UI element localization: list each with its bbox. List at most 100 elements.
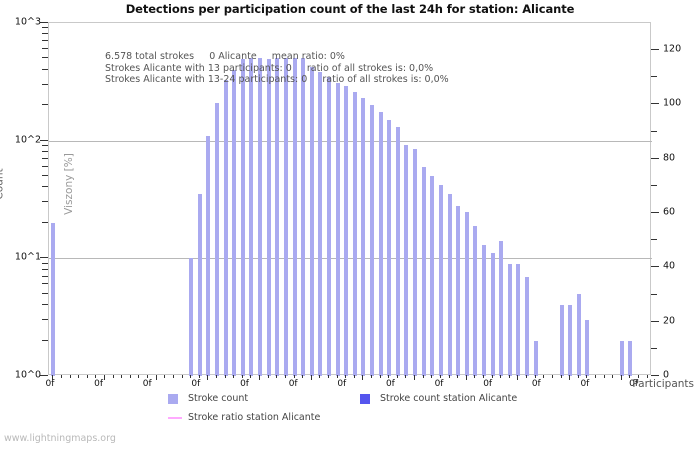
x-axis-tick-label: 0f (288, 379, 298, 389)
x-axis-tick-minor (560, 375, 562, 378)
y-axis-right-tick-minor (651, 347, 657, 349)
bar (413, 148, 418, 376)
bar (301, 58, 306, 376)
bars-layer (49, 23, 652, 376)
x-axis-tick-major (103, 375, 105, 380)
x-axis-tick-minor (284, 375, 286, 378)
bar (258, 58, 263, 376)
y-axis-left-tick-label: 10^3 (14, 16, 41, 28)
x-axis-tick-minor (172, 375, 174, 378)
x-axis-tick-minor (250, 375, 252, 378)
y-axis-right-tick-label: 60 (663, 206, 676, 218)
x-axis-tick-minor (483, 375, 485, 378)
x-axis-tick-major (569, 375, 571, 380)
bar (309, 67, 314, 376)
watermark: www.lightningmaps.org (4, 433, 116, 444)
bar (473, 225, 478, 376)
x-axis-tick-minor (603, 375, 605, 378)
annotation-line-participants-range: Strokes Alicante with 13-24 participants… (105, 74, 449, 85)
x-axis-tick-label: 0f (580, 379, 590, 389)
x-axis-tick-minor (121, 375, 123, 378)
x-axis-tick-minor (405, 375, 407, 378)
x-axis-tick-minor (198, 375, 200, 378)
y-axis-left-tick-minor (42, 27, 48, 29)
x-axis-tick-minor (86, 375, 88, 378)
y-axis-left-title: Count (0, 168, 6, 200)
x-axis-tick-minor (69, 375, 71, 378)
y-axis-left-tick-minor (42, 151, 48, 153)
x-axis-tick-minor (388, 375, 390, 378)
y-axis-right-tick-label: 20 (663, 315, 676, 327)
y-axis-left-tick-minor (42, 165, 48, 167)
bar (490, 253, 495, 376)
x-axis-ticks (48, 375, 651, 381)
x-axis-tick-label: 0f (385, 379, 395, 389)
x-axis-tick-minor (638, 375, 640, 378)
x-axis-tick-minor (586, 375, 588, 378)
y-axis-left: 10^0 10^1 10^2 10^3 (0, 17, 48, 381)
x-axis-tick-minor (491, 375, 493, 378)
x-axis-tick-minor (577, 375, 579, 378)
bar (430, 176, 435, 376)
x-axis-tick-minor (371, 375, 373, 378)
x-axis-tick-minor (302, 375, 304, 378)
bar (292, 58, 297, 376)
x-axis-tick-minor (646, 375, 648, 378)
y-axis-left-tick-minor (42, 104, 48, 106)
y-axis-right-tick-minor (651, 76, 657, 78)
x-axis-tick-minor (138, 375, 140, 378)
x-axis-tick-minor (353, 375, 355, 378)
y-axis-left-tick-minor (42, 68, 48, 70)
bar (335, 82, 340, 376)
bar (378, 112, 383, 376)
x-axis-tick-minor (241, 375, 243, 378)
legend-swatch-stroke-count (168, 394, 178, 404)
y-axis-left-tick-minor (42, 268, 48, 270)
bar (619, 340, 624, 376)
x-axis-tick-label: 0f (45, 379, 55, 389)
bar (464, 211, 469, 376)
x-axis-tick-label: 0f (483, 379, 493, 389)
x-axis-tick-minor (379, 375, 381, 378)
bar (51, 222, 56, 376)
bar (283, 58, 288, 376)
x-axis-tick-minor (629, 375, 631, 378)
plot-area: 6.578 total strokes 0 Alicante mean rati… (48, 22, 652, 376)
bar (240, 59, 245, 376)
bar (456, 205, 461, 376)
x-axis-tick-minor (327, 375, 329, 378)
y-axis-right-tick-major (651, 157, 659, 159)
gridline-100 (49, 140, 652, 142)
x-axis-tick-minor (267, 375, 269, 378)
x-axis-tick-minor (147, 375, 149, 378)
bar (421, 166, 426, 376)
bar (404, 144, 409, 376)
bar (326, 76, 331, 376)
x-axis-tick-major (362, 375, 364, 380)
y-axis-left-tick-major (40, 22, 48, 23)
bar (559, 305, 564, 376)
y-axis-left-tick-label: 10^0 (14, 369, 41, 381)
x-axis-tick-minor (431, 375, 433, 378)
y-axis-right-tick-label: 120 (663, 43, 682, 55)
y-axis-right-tick-label: 80 (663, 152, 676, 164)
x-axis-tick-minor (233, 375, 235, 378)
x-axis-tick-major (465, 375, 467, 380)
x-axis-tick-minor (551, 375, 553, 378)
x-axis-tick-label: 0f (240, 379, 249, 389)
y-axis-right-tick-major (651, 103, 659, 105)
bar (387, 119, 392, 376)
bar (275, 58, 280, 376)
x-axis-tick-label: 0f (337, 379, 347, 389)
bar (189, 258, 194, 376)
y-axis-left-tick-minor (42, 145, 48, 147)
bar (628, 340, 633, 376)
x-axis-tick-minor (224, 375, 226, 378)
y-axis-right-tick-minor (651, 130, 657, 132)
bar (585, 319, 590, 376)
legend-label-stroke-count-station: Stroke count station Alicante (380, 393, 518, 404)
legend-swatch-stroke-count-station (360, 394, 370, 404)
x-axis-tick-major (259, 375, 261, 380)
x-axis-tick-minor (500, 375, 502, 378)
y-axis-right-tick-major (651, 49, 659, 51)
